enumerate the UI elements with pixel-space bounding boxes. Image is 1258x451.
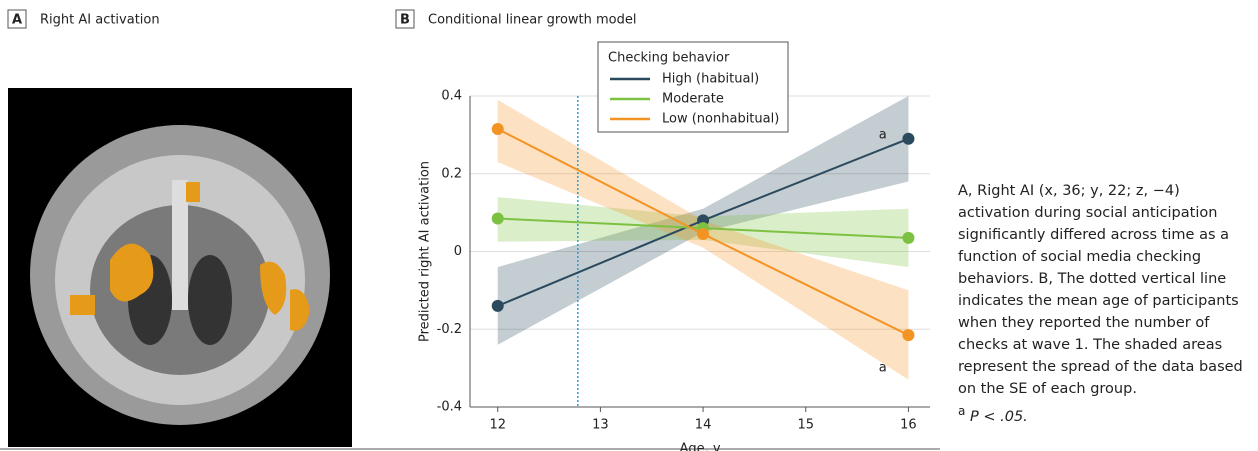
footnote: a P < .05. (958, 400, 1250, 428)
caption-text: A, Right AI (x, 36; y, 22; z, −4) activa… (958, 180, 1250, 400)
x-tick-label: 14 (695, 418, 712, 433)
brain-image (8, 88, 352, 447)
panel-letter: A (12, 13, 22, 28)
y-tick-label: -0.4 (437, 400, 462, 415)
y-tick-label: -0.2 (437, 322, 462, 337)
annotation: a (879, 361, 887, 376)
x-axis-label: Age, y (679, 442, 720, 451)
y-tick-label: 0.2 (441, 166, 462, 181)
data-point (492, 300, 504, 312)
x-tick-label: 13 (592, 418, 609, 433)
x-tick-label: 15 (797, 418, 814, 433)
data-point (697, 228, 709, 240)
y-tick-label: 0.4 (441, 89, 462, 104)
footnote-text: P < .05. (970, 409, 1028, 425)
y-tick-label: 0 (454, 244, 462, 259)
data-point (902, 329, 914, 341)
legend-title: Checking behavior (608, 51, 730, 66)
data-point (492, 123, 504, 135)
panel-letter: B (400, 13, 410, 28)
y-axis-label: Predicted right AI activation (418, 161, 433, 342)
legend-label: High (habitual) (662, 72, 759, 87)
panel-title: Right AI activation (40, 13, 160, 28)
footnote-marker: a (958, 404, 965, 418)
x-tick-label: 16 (900, 418, 917, 433)
data-point (492, 212, 504, 224)
legend-label: Low (nonhabitual) (662, 112, 779, 127)
annotation: a (879, 127, 887, 142)
panel-title: Conditional linear growth model (428, 13, 637, 28)
caption: A, Right AI (x, 36; y, 22; z, −4) activa… (958, 180, 1250, 428)
data-point (902, 232, 914, 244)
page: A Right AI activation B Conditional line… (0, 0, 1258, 451)
x-tick-label: 12 (489, 418, 506, 433)
legend-label: Moderate (662, 92, 724, 107)
data-point (902, 133, 914, 145)
